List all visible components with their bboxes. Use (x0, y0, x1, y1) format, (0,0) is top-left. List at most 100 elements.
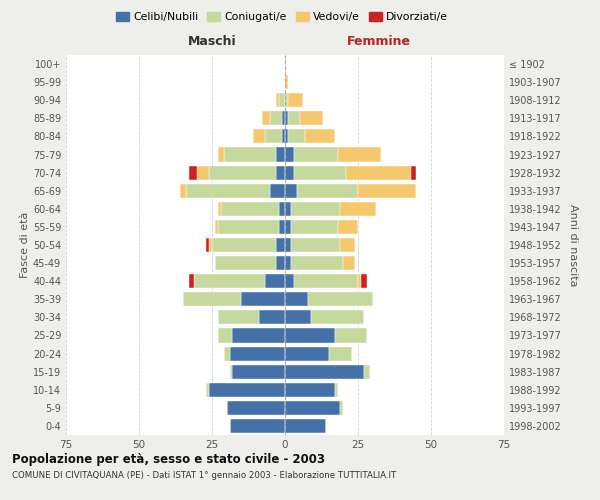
Text: Femmine: Femmine (346, 35, 410, 48)
Bar (294, 166, 346, 179)
Bar (218, 328, 232, 342)
Bar (206, 382, 209, 397)
Bar (186, 184, 271, 198)
Bar (285, 148, 294, 162)
Bar (209, 382, 285, 397)
Bar (188, 274, 194, 288)
Bar (262, 112, 271, 126)
Bar (285, 346, 329, 360)
Legend: Celibi/Nubili, Coniugati/e, Vedovi/e, Divorziati/e: Celibi/Nubili, Coniugati/e, Vedovi/e, Di… (112, 8, 452, 27)
Bar (335, 328, 367, 342)
Bar (285, 166, 294, 179)
Bar (288, 93, 302, 108)
Bar (271, 112, 282, 126)
Bar (232, 364, 285, 378)
Bar (279, 220, 285, 234)
Bar (340, 401, 343, 415)
Bar (180, 184, 186, 198)
Bar (276, 238, 285, 252)
Bar (279, 93, 285, 108)
Bar (285, 202, 291, 216)
Bar (311, 310, 364, 324)
Bar (197, 166, 209, 179)
Bar (224, 346, 230, 360)
Bar (279, 202, 285, 216)
Bar (271, 184, 285, 198)
Bar (285, 184, 296, 198)
Bar (265, 130, 282, 143)
Bar (285, 310, 311, 324)
Bar (212, 238, 276, 252)
Bar (291, 238, 340, 252)
Bar (230, 419, 285, 433)
Bar (259, 310, 285, 324)
Bar (276, 148, 285, 162)
Bar (291, 220, 338, 234)
Bar (285, 364, 364, 378)
Bar (215, 220, 218, 234)
Bar (294, 274, 358, 288)
Bar (218, 202, 221, 216)
Bar (358, 184, 416, 198)
Bar (285, 274, 294, 288)
Bar (296, 184, 358, 198)
Bar (230, 346, 285, 360)
Bar (285, 328, 335, 342)
Bar (218, 148, 224, 162)
Bar (224, 148, 276, 162)
Bar (194, 274, 265, 288)
Bar (285, 130, 288, 143)
Bar (288, 112, 299, 126)
Bar (285, 256, 291, 270)
Bar (285, 75, 288, 89)
Bar (221, 202, 279, 216)
Bar (206, 238, 209, 252)
Bar (364, 364, 370, 378)
Bar (410, 166, 416, 179)
Bar (209, 238, 212, 252)
Bar (241, 292, 285, 306)
Bar (276, 166, 285, 179)
Bar (358, 274, 361, 288)
Bar (329, 346, 352, 360)
Bar (294, 148, 338, 162)
Bar (291, 256, 343, 270)
Bar (285, 220, 291, 234)
Bar (285, 112, 288, 126)
Bar (265, 274, 285, 288)
Text: COMUNE DI CIVITAQUANA (PE) - Dati ISTAT 1° gennaio 2003 - Elaborazione TUTTITALI: COMUNE DI CIVITAQUANA (PE) - Dati ISTAT … (12, 471, 396, 480)
Bar (285, 238, 291, 252)
Bar (276, 93, 279, 108)
Bar (346, 166, 410, 179)
Bar (282, 112, 285, 126)
Bar (299, 112, 323, 126)
Bar (285, 419, 326, 433)
Text: Popolazione per età, sesso e stato civile - 2003: Popolazione per età, sesso e stato civil… (12, 452, 325, 466)
Bar (209, 166, 276, 179)
Bar (361, 274, 367, 288)
Bar (282, 130, 285, 143)
Bar (227, 401, 285, 415)
Bar (285, 401, 340, 415)
Bar (338, 220, 358, 234)
Bar (285, 93, 288, 108)
Bar (276, 256, 285, 270)
Bar (291, 202, 340, 216)
Bar (218, 220, 279, 234)
Bar (183, 292, 241, 306)
Bar (230, 364, 232, 378)
Bar (188, 166, 197, 179)
Bar (305, 130, 335, 143)
Text: Maschi: Maschi (188, 35, 236, 48)
Bar (232, 328, 285, 342)
Bar (215, 256, 276, 270)
Y-axis label: Fasce di età: Fasce di età (20, 212, 30, 278)
Bar (335, 382, 338, 397)
Bar (308, 292, 373, 306)
Y-axis label: Anni di nascita: Anni di nascita (568, 204, 578, 286)
Bar (340, 202, 376, 216)
Bar (338, 148, 382, 162)
Bar (285, 382, 335, 397)
Bar (343, 256, 355, 270)
Bar (288, 130, 305, 143)
